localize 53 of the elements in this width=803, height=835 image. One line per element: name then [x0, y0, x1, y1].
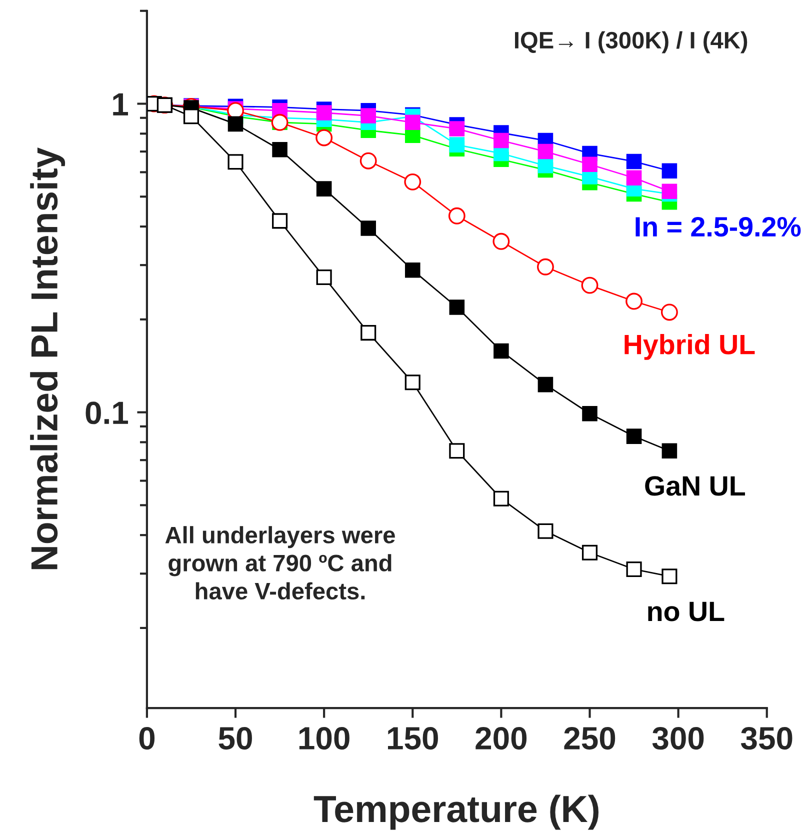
x-axis-title: Temperature (K) — [314, 794, 598, 830]
point — [449, 300, 465, 315]
y-axis-title: Normalized PL Intensity — [30, 147, 66, 570]
x-tick-label: 300 — [652, 726, 704, 750]
point — [449, 121, 465, 136]
point — [626, 428, 642, 444]
x-tick-label: 350 — [740, 726, 792, 750]
point — [404, 262, 420, 278]
series-label: Hybrid UL — [624, 334, 755, 360]
point — [626, 154, 642, 170]
series-label: In = 2.5-9.2% — [636, 216, 801, 237]
point — [360, 220, 376, 236]
point — [360, 108, 376, 124]
point — [272, 142, 288, 158]
y-tick-label: 1 — [113, 93, 128, 116]
annotation: All underlayers were grown at 790 ºC and have V-defects. — [165, 526, 395, 600]
point — [626, 561, 642, 578]
point — [662, 163, 678, 178]
point — [228, 116, 244, 132]
point — [538, 523, 554, 539]
point — [316, 269, 332, 286]
annotation: IQE→ I (300K) / I (4K) — [515, 31, 748, 54]
point — [494, 343, 509, 359]
point — [360, 325, 376, 341]
point — [272, 213, 288, 229]
point — [626, 170, 642, 186]
x-tick-label: 250 — [564, 726, 616, 750]
point — [404, 374, 420, 390]
point — [493, 490, 509, 506]
point — [582, 156, 598, 172]
point — [316, 105, 332, 120]
x-tick-label: 200 — [476, 726, 527, 750]
point — [538, 158, 554, 174]
series-label: no UL — [648, 602, 724, 622]
point — [582, 544, 598, 560]
series-label: GaN UL — [645, 476, 745, 496]
x-tick-label: 150 — [388, 726, 438, 750]
point — [449, 137, 465, 152]
point — [316, 181, 332, 196]
point — [494, 132, 509, 148]
point — [538, 144, 554, 160]
point — [404, 114, 420, 130]
point — [662, 568, 678, 584]
point — [228, 154, 244, 170]
x-tick-label: 0 — [139, 726, 155, 750]
point — [449, 443, 465, 459]
y-tick-label: 0.1 — [86, 402, 128, 424]
x-tick-label: 100 — [299, 726, 350, 750]
point — [662, 443, 678, 458]
point — [538, 376, 554, 392]
x-tick-label: 50 — [218, 726, 252, 750]
point — [183, 108, 200, 124]
point — [582, 406, 598, 422]
